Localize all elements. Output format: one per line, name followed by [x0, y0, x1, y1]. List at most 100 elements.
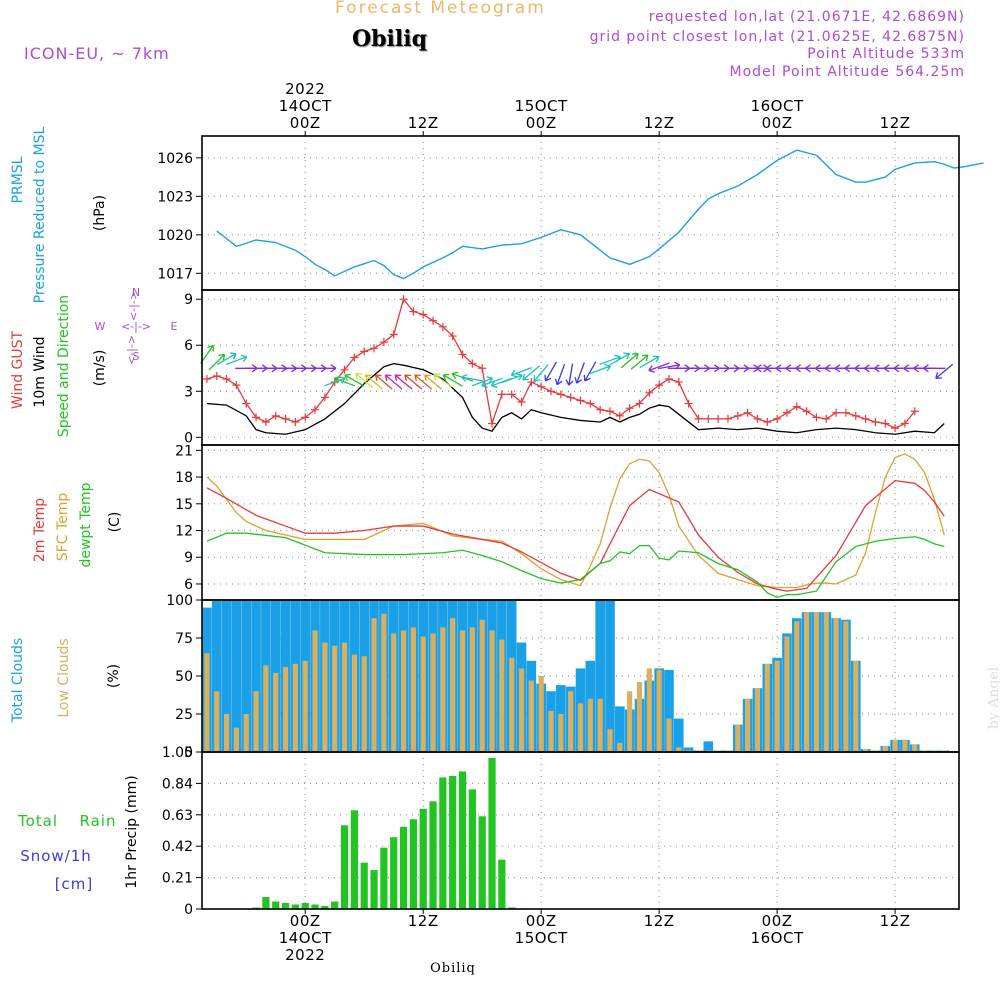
wind-ylabel-gust: Wind GUST: [10, 330, 26, 409]
y-tick-label: 0: [184, 745, 193, 761]
wind-gust-marker: [822, 414, 831, 423]
precip-bar-rain: [301, 903, 309, 909]
cloud-bar-low: [833, 618, 839, 752]
time-label-top: 12Z: [880, 114, 911, 132]
wind-gust-marker: [645, 388, 654, 397]
cloud-bar-low: [302, 660, 308, 752]
wind-direction-arrow: [554, 363, 566, 386]
wind-gust-marker: [438, 322, 447, 331]
y-tick-label: 0: [184, 902, 193, 918]
y-tick-label: 12: [175, 524, 193, 540]
cloud-bar-total: [241, 600, 252, 752]
wind-gust-marker: [782, 408, 791, 417]
precip-bar-rain: [468, 789, 476, 909]
cloud-bar-low: [509, 657, 515, 752]
cloud-bar-low: [676, 747, 682, 752]
y-tick-label: 1023: [157, 189, 193, 205]
compass-vertical-bottom: <-|->: [125, 335, 138, 365]
time-label-top: 16OCT: [751, 97, 804, 115]
pressure-ylabel-prmsl: PRMSL: [10, 156, 26, 203]
time-label-bottom: 12Z: [644, 912, 675, 930]
cloud-bar-low: [902, 739, 908, 752]
compass-east: E: [171, 320, 178, 333]
cloud-bar-low: [469, 627, 475, 752]
wind-gust-marker: [261, 417, 270, 426]
cloud-bar-low: [223, 714, 230, 752]
wind-gust-marker: [615, 411, 624, 420]
precip-bar-rain: [370, 870, 378, 909]
wind-direction-arrow: [313, 364, 337, 373]
cloud-bar-low: [322, 642, 328, 752]
cloud-bar-low: [784, 636, 790, 752]
y-tick-label: 3: [184, 384, 193, 400]
wind-direction-arrow: [639, 355, 660, 369]
wind-gust-marker: [399, 295, 408, 304]
compass-vertical-top: <-|->: [127, 291, 140, 321]
wind-ylabel-10m: 10m Wind: [32, 336, 48, 407]
y-tick-label: 6: [184, 338, 193, 354]
wind-direction-arrow: [216, 352, 237, 366]
y-tick-label: 75: [175, 631, 193, 647]
model-label: ICON-EU, ~ 7km: [24, 44, 170, 63]
temp-line-dewpt: [206, 532, 945, 599]
cloud-bar-low: [312, 630, 318, 752]
wind-gust-marker: [370, 344, 379, 353]
wind-gust-marker: [566, 393, 575, 402]
wind-direction-arrow: [583, 361, 597, 382]
point-altitude: Point Altitude 533m: [807, 46, 965, 62]
wind-gust-marker: [714, 414, 723, 423]
cloud-bar-total: [231, 600, 242, 752]
wind-gust-line: [206, 297, 916, 429]
cloud-bar-low: [754, 688, 761, 752]
cloud-bar-total: [674, 718, 684, 752]
cloud-bar-total: [683, 747, 694, 752]
wind-gust-marker: [507, 390, 516, 399]
wind-direction-arrow: [648, 362, 670, 373]
wind-gust-marker: [704, 414, 713, 423]
wind-gust-marker: [537, 382, 546, 391]
precip-legend-snow: Snow/1h: [20, 847, 92, 865]
precip-bar-rain: [419, 808, 427, 909]
wind-direction-arrow: [225, 354, 248, 366]
wind-direction-arrow: [344, 373, 365, 387]
chart-title: Forecast Meteogram: [335, 0, 546, 18]
panel-frame-pressure: [201, 135, 960, 291]
requested-coords: requested lon,lat (21.0671E, 42.6869N): [648, 9, 965, 25]
wind-direction-arrow: [384, 374, 403, 390]
precip-bar-rain: [281, 903, 290, 909]
wind-direction-arrow: [574, 362, 585, 384]
wind-direction-arrow: [544, 361, 558, 382]
cloud-bar-low: [400, 630, 407, 752]
wind-gust-marker: [271, 411, 280, 420]
wind-direction-arrow: [510, 366, 533, 378]
cloud-bar-low: [371, 618, 377, 752]
precip-bar-rain: [488, 757, 496, 909]
wind-direction-arrow: [404, 374, 423, 390]
wind-direction-arrow: [333, 376, 356, 387]
precip-legend-total: Total: [17, 812, 58, 830]
cloud-bar-low: [282, 666, 289, 752]
wind-gust-marker: [586, 399, 595, 408]
cloud-bar-low: [332, 645, 338, 752]
wind-gust-marker: [389, 330, 398, 339]
cloud-ylabel-total: Total Clouds: [10, 638, 26, 723]
y-tick-label: 0.42: [162, 839, 193, 855]
precip-bar-rain: [478, 816, 486, 909]
precip-bar-rain: [380, 847, 388, 909]
wind-gust-marker: [812, 413, 821, 422]
wind-gust-marker: [379, 338, 388, 347]
cloud-bar-low: [666, 718, 672, 752]
wind-direction-arrow: [609, 352, 630, 366]
grid-point-coords: grid point closest lon,lat (21.0625E, 42…: [589, 29, 965, 45]
wind-gust-marker: [900, 419, 909, 428]
cloud-bar-low: [735, 724, 741, 752]
time-label-top: 15OCT: [515, 97, 568, 115]
time-label-bottom: 00Z: [290, 912, 321, 930]
wind-gust-marker: [664, 375, 673, 384]
wind-direction-arrow: [394, 374, 413, 390]
time-label-top: 14OCT: [279, 97, 332, 115]
cloud-bar-low: [518, 668, 525, 752]
wind-gust-marker: [733, 411, 742, 420]
cloud-bar-low: [341, 642, 348, 752]
time-label-top: 12Z: [644, 114, 675, 132]
